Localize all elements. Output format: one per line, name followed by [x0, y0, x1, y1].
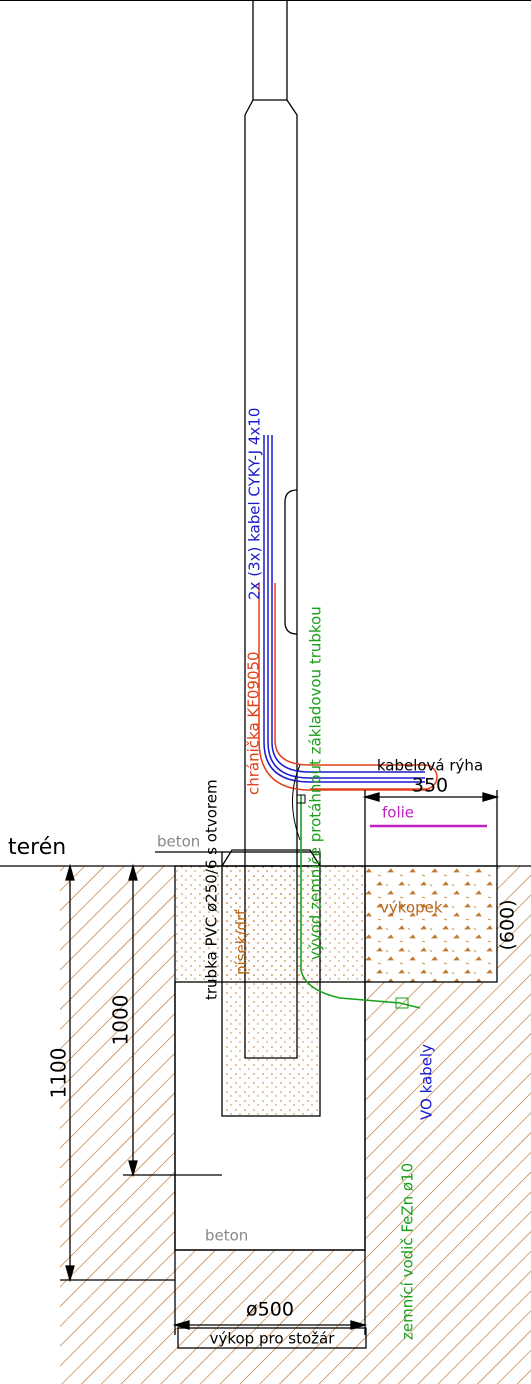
- label: kabelová rýha: [377, 757, 483, 775]
- label: zemnící vodič FeZn ø10: [399, 1163, 417, 1340]
- label: vývod zemniče protáhnout základovou trub…: [307, 606, 325, 960]
- label: chránička KF09050: [245, 651, 263, 795]
- label: VO kabely: [418, 1044, 436, 1120]
- label: beton: [205, 1227, 248, 1245]
- label: 2x (3x) kabel CYKY-J 4x10: [246, 408, 264, 600]
- label: písek/drť: [233, 909, 251, 975]
- label: folie: [382, 804, 414, 822]
- label: beton: [157, 833, 200, 851]
- dimension: (600): [497, 899, 519, 950]
- label: výkopek: [380, 899, 443, 917]
- dimension: 1000: [109, 995, 133, 1046]
- label: výkop pro stožár: [210, 1330, 336, 1348]
- dimension: ø500: [246, 1299, 294, 1321]
- dimension: 350: [412, 775, 448, 797]
- label: terén: [8, 835, 66, 860]
- trench-fill: [365, 866, 497, 982]
- drawing: terén beton trubka PVC ø250/6 s otvorem …: [0, 0, 531, 1384]
- pipe-fill: [222, 866, 320, 1116]
- label: trubka PVC ø250/6 s otvorem: [203, 779, 221, 1000]
- dimension: 1100: [47, 1048, 71, 1099]
